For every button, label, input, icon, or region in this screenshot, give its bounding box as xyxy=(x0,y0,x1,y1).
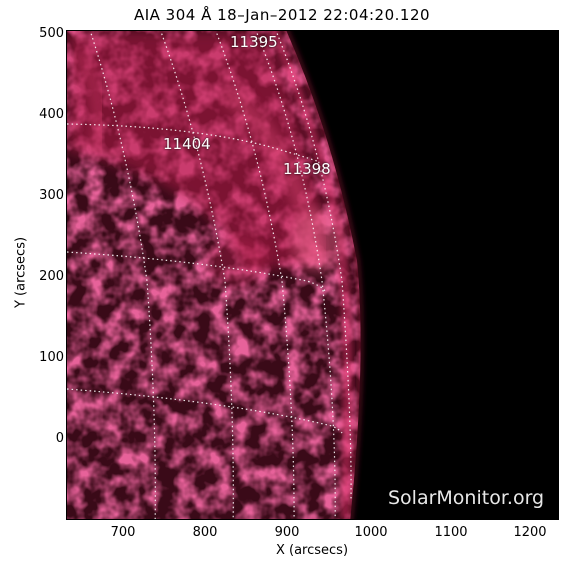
watermark: SolarMonitor.org xyxy=(388,487,545,509)
x-tick-label: 1200 xyxy=(513,525,547,540)
x-tick-label: 800 xyxy=(192,525,218,540)
x-tick-label: 900 xyxy=(274,525,300,540)
active-region-label: 11395 xyxy=(230,33,278,51)
longitude-line xyxy=(215,31,295,519)
active-region-label: 11398 xyxy=(283,160,331,178)
y-tick-label: 100 xyxy=(39,350,64,365)
solar-disk xyxy=(67,31,363,519)
y-tick-label: 0 xyxy=(55,431,64,446)
solar-disk-image xyxy=(67,31,363,519)
y-axis-label: Y (arcsecs) xyxy=(13,236,29,309)
x-axis-label: X (arcsecs) xyxy=(275,543,349,558)
image-title: AIA 304 Å 18–Jan–2012 22:04:20.120 xyxy=(133,6,431,24)
longitude-line xyxy=(255,31,336,519)
latitude-line xyxy=(67,388,343,434)
solar-image-plot: 11395 11404 11398 SolarMonitor.org xyxy=(67,31,558,519)
y-tick-label: 200 xyxy=(39,269,64,284)
x-tick-label: 1000 xyxy=(354,525,388,540)
longitude-line xyxy=(275,31,352,502)
active-region-label: 11404 xyxy=(163,135,211,153)
y-tick-label: 400 xyxy=(39,107,64,122)
x-tick-label: 700 xyxy=(110,525,136,540)
heliographic-grid xyxy=(67,31,352,519)
x-tick-label: 1100 xyxy=(434,525,468,540)
y-tick-label: 500 xyxy=(39,26,64,41)
y-tick-label: 300 xyxy=(39,188,64,203)
